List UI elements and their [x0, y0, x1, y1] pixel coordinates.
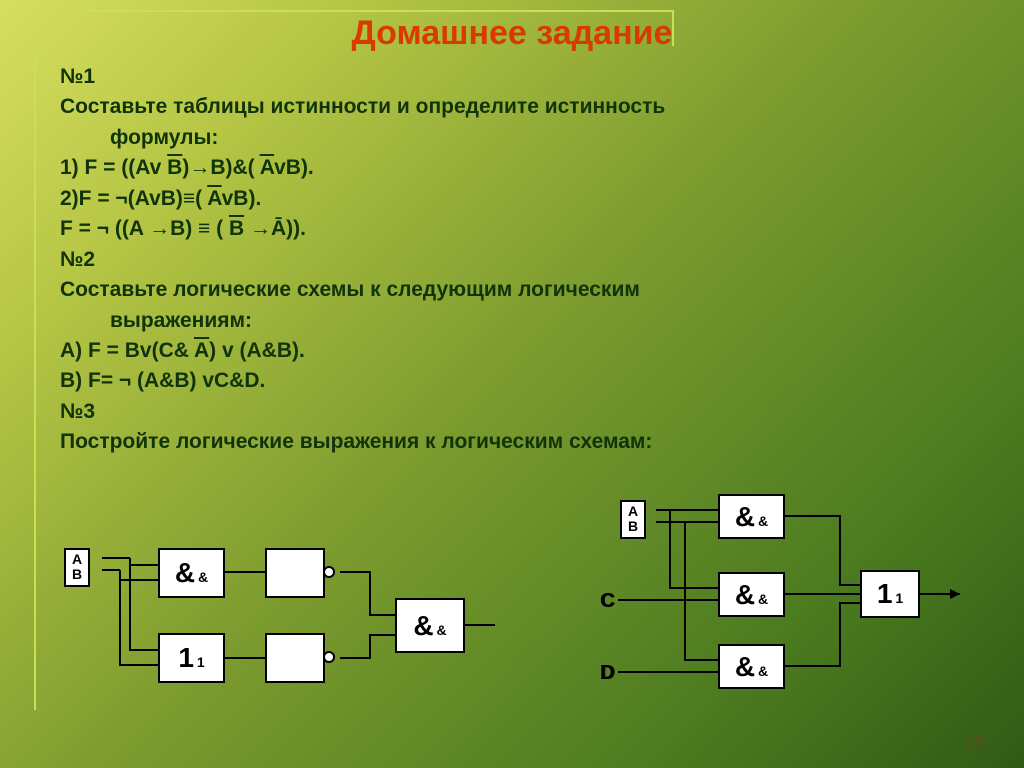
diagram-1-inputs: A B — [64, 548, 90, 587]
task1-f3: F = ¬ ((A →B) ≡ ( B →Ā)). — [60, 214, 960, 244]
diagram-2-input-d: D — [600, 662, 614, 685]
decorative-line — [34, 10, 36, 710]
task2-intro: Составьте логические схемы к следующим л… — [60, 275, 960, 305]
task2-num: №2 — [60, 245, 960, 275]
diagram-1-gate-not-1 — [265, 548, 325, 598]
diagram-1-gate-or: 11 — [158, 633, 225, 683]
diagram-1: A B && 11 && — [50, 510, 510, 710]
diagram-1-gate-and: && — [158, 548, 225, 598]
task2-fa: А) F = Bv(C& A) v (A&B). — [60, 336, 960, 366]
task2-intro2: выражениям: — [60, 306, 960, 336]
task1-f2: 2)F = ¬(AvB)≡( AvB). — [60, 184, 960, 214]
task3-intro: Постройте логические выражения к логичес… — [60, 427, 960, 457]
diagram-2-gate-3: && — [718, 644, 785, 689]
page-title: Домашнее задание — [0, 14, 1024, 53]
diagram-2-inputs-ab: A B — [620, 500, 646, 539]
page-number: 15 — [964, 733, 984, 754]
diagram-1-gate-out: && — [395, 598, 465, 653]
task1-f1: 1) F = ((Av B)→B)&( AvB). — [60, 153, 960, 183]
diagram-2-gate-out: 11 — [860, 570, 920, 618]
task3-num: №3 — [60, 397, 960, 427]
diagram-1-bubble-2 — [323, 651, 335, 663]
task2-fb: В) F= ¬ (A&B) vC&D. — [60, 366, 960, 396]
task1-intro: Составьте таблицы истинности и определит… — [60, 92, 960, 122]
content: №1 Составьте таблицы истинности и опреде… — [60, 62, 960, 458]
diagram-1-bubble-1 — [323, 566, 335, 578]
diagram-1-gate-not-2 — [265, 633, 325, 683]
diagram-2-input-c: C — [600, 590, 614, 613]
diagram-2: A B C D && && && 11 — [560, 490, 1000, 730]
diagram-2-gate-1: && — [718, 494, 785, 539]
task1-intro2: формулы: — [60, 123, 960, 153]
diagram-2-gate-2: && — [718, 572, 785, 617]
task1-num: №1 — [60, 62, 960, 92]
